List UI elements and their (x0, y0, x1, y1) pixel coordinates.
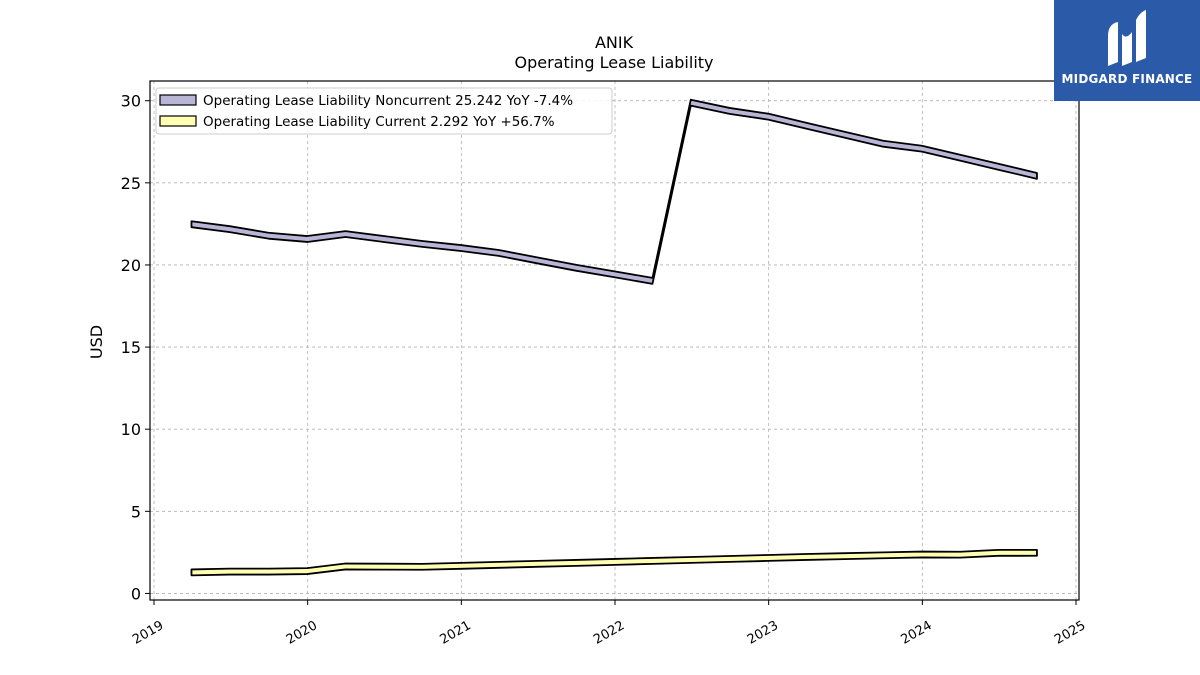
x-tick-label: 2020 (284, 618, 320, 648)
grid (150, 81, 1079, 600)
chart-title: ANIK (595, 33, 634, 52)
x-tick-label: 2024 (899, 618, 935, 648)
y-tick-label: 15 (121, 338, 141, 357)
series-current-band (190, 548, 1038, 577)
plot-frame (149, 80, 1080, 601)
x-axis: 2019 2020 2021 2022 2023 2024 2025 (130, 600, 1088, 648)
x-tick-label: 2019 (130, 618, 166, 648)
legend: Operating Lease Liability Noncurrent 25.… (155, 87, 613, 135)
y-axis: 0 5 10 15 20 25 30 (121, 92, 150, 603)
y-axis-label: USD (87, 325, 106, 359)
legend-frame (155, 87, 613, 135)
brand-name: MIDGARD FINANCE (1061, 72, 1193, 86)
chart-subtitle: Operating Lease Liability (514, 53, 713, 72)
legend-label-noncurrent: Operating Lease Liability Noncurrent 25.… (203, 93, 573, 109)
legend-swatch-current (159, 115, 197, 127)
series-noncurrent-band (190, 98, 1038, 285)
y-tick-label: 30 (121, 92, 141, 111)
x-tick-label: 2025 (1052, 618, 1088, 648)
brand-mark-icon (1108, 10, 1146, 66)
series-layer (190, 98, 1038, 577)
y-tick-label: 0 (131, 584, 141, 603)
y-tick-label: 10 (121, 420, 141, 439)
y-tick-label: 25 (121, 174, 141, 193)
x-tick-label: 2023 (745, 618, 781, 648)
x-tick-label: 2022 (591, 618, 627, 648)
x-tick-label: 2021 (438, 618, 474, 648)
y-tick-label: 5 (131, 502, 141, 521)
y-tick-label: 20 (121, 256, 141, 275)
brand-logo: MIDGARD FINANCE (1054, 0, 1200, 101)
legend-label-current: Operating Lease Liability Current 2.292 … (203, 114, 555, 130)
legend-swatch-noncurrent (159, 94, 197, 106)
